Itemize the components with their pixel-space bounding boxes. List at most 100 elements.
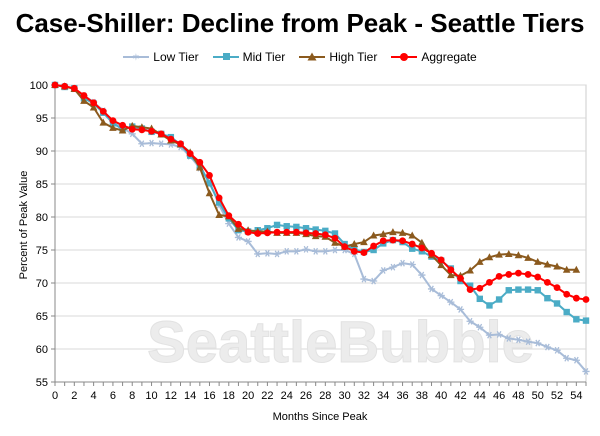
data-point-high-tier: [118, 126, 127, 134]
data-point-high-tier: [514, 251, 523, 259]
data-point-aggregate: [283, 228, 291, 236]
data-point-aggregate: [476, 284, 484, 292]
data-point-mid-tier: [370, 246, 377, 254]
data-point-aggregate: [486, 278, 493, 286]
x-axis-label: Months Since Peak: [272, 411, 368, 423]
data-point-low-tier: [398, 259, 407, 267]
data-point-aggregate: [119, 121, 126, 129]
data-point-aggregate: [534, 273, 542, 281]
data-point-aggregate: [302, 229, 310, 237]
data-point-high-tier: [350, 240, 359, 248]
data-point-low-tier: [408, 261, 416, 268]
data-point-low-tier: [302, 245, 310, 253]
data-point-mid-tier: [466, 282, 474, 289]
data-point-mid-tier: [293, 223, 300, 231]
data-point-low-tier: [273, 250, 281, 258]
data-point-mid-tier: [331, 230, 339, 237]
data-point-high-tier: [389, 228, 397, 236]
data-point-high-tier: [553, 262, 561, 270]
legend-swatch-aggregate: [391, 53, 418, 61]
x-tick-label: 6: [110, 390, 116, 402]
data-point-high-tier: [485, 253, 494, 261]
data-point-low-tier: [379, 267, 387, 274]
x-tick-label: 10: [145, 390, 157, 402]
legend-swatch-mid-tier: [212, 53, 239, 60]
data-point-low-tier: [456, 305, 465, 313]
data-point-aggregate: [572, 294, 580, 302]
data-point-low-tier: [514, 336, 523, 344]
y-axis-label: Percent of Peak Value: [18, 170, 30, 280]
data-point-low-tier: [321, 247, 329, 255]
data-point-aggregate: [61, 82, 69, 90]
data-point-high-tier: [379, 230, 388, 238]
data-point-aggregate: [466, 286, 474, 293]
data-point-mid-tier: [273, 221, 281, 229]
data-point-low-tier: [485, 331, 494, 339]
x-tick-label: 46: [493, 390, 505, 402]
data-point-mid-tier: [206, 180, 213, 187]
x-tick-label: 12: [165, 390, 177, 402]
legend-label-mid-tier: Mid Tier: [242, 50, 286, 64]
data-point-high-tier: [524, 253, 532, 261]
data-point-aggregate: [341, 243, 349, 251]
data-point-low-tier: [524, 338, 532, 346]
data-point-mid-tier: [544, 294, 551, 302]
y-tick-label: 80: [36, 212, 48, 224]
x-tick-label: 28: [319, 390, 331, 402]
y-tick-label: 95: [36, 113, 48, 125]
legend-item-aggregate: Aggregate: [391, 50, 477, 64]
data-point-high-tier: [533, 257, 542, 265]
x-tick-label: 24: [281, 390, 293, 402]
data-point-aggregate: [254, 230, 262, 237]
data-point-aggregate: [244, 228, 252, 236]
y-tick-label: 90: [36, 146, 48, 158]
data-point-low-tier: [534, 339, 542, 347]
data-point-aggregate: [495, 273, 503, 280]
x-tick-label: 14: [184, 390, 196, 402]
data-point-aggregate: [157, 130, 165, 138]
x-tick-label: 42: [454, 390, 466, 402]
chart-title: Case-Shiller: Decline from Peak - Seattl…: [15, 8, 585, 38]
data-point-aggregate: [80, 92, 88, 99]
x-tick-label: 32: [358, 390, 370, 402]
data-point-aggregate: [312, 230, 320, 237]
data-point-aggregate: [148, 127, 155, 135]
data-point-aggregate: [51, 81, 59, 89]
data-point-high-tier: [543, 260, 552, 268]
data-point-aggregate: [215, 194, 223, 202]
x-tick-label: 18: [223, 390, 235, 402]
x-tick-label: 4: [91, 390, 97, 402]
data-point-high-tier: [408, 231, 417, 239]
data-point-low-tier: [254, 250, 262, 258]
legend-swatch-high-tier: [299, 52, 326, 61]
data-point-high-tier: [562, 265, 571, 273]
data-point-aggregate: [235, 220, 242, 228]
data-point-aggregate: [582, 296, 590, 303]
data-point-aggregate: [177, 140, 184, 148]
data-point-low-tier: [427, 285, 436, 293]
data-point-mid-tier: [476, 295, 483, 303]
data-point-low-tier: [331, 246, 339, 254]
data-point-high-tier: [447, 271, 455, 279]
data-point-aggregate: [524, 271, 532, 278]
data-point-aggregate: [543, 278, 551, 286]
data-point-aggregate: [70, 84, 78, 92]
data-point-aggregate: [128, 125, 136, 133]
watermark: SeattleBubble: [147, 310, 534, 375]
series-line-high-tier: [54, 84, 577, 277]
data-point-mid-tier: [553, 300, 561, 307]
data-point-high-tier: [466, 266, 474, 274]
data-point-high-tier: [234, 224, 243, 232]
data-point-aggregate: [563, 290, 571, 298]
y-tick-label: 70: [36, 278, 48, 290]
data-point-aggregate: [206, 172, 213, 179]
data-point-aggregate: [138, 126, 146, 134]
data-point-mid-tier: [215, 199, 223, 206]
data-point-aggregate: [264, 229, 271, 237]
data-point-high-tier: [331, 238, 339, 246]
legend-label-high-tier: High Tier: [329, 50, 378, 64]
data-point-aggregate: [331, 234, 339, 242]
data-point-aggregate: [167, 135, 175, 143]
data-point-mid-tier: [283, 223, 290, 230]
